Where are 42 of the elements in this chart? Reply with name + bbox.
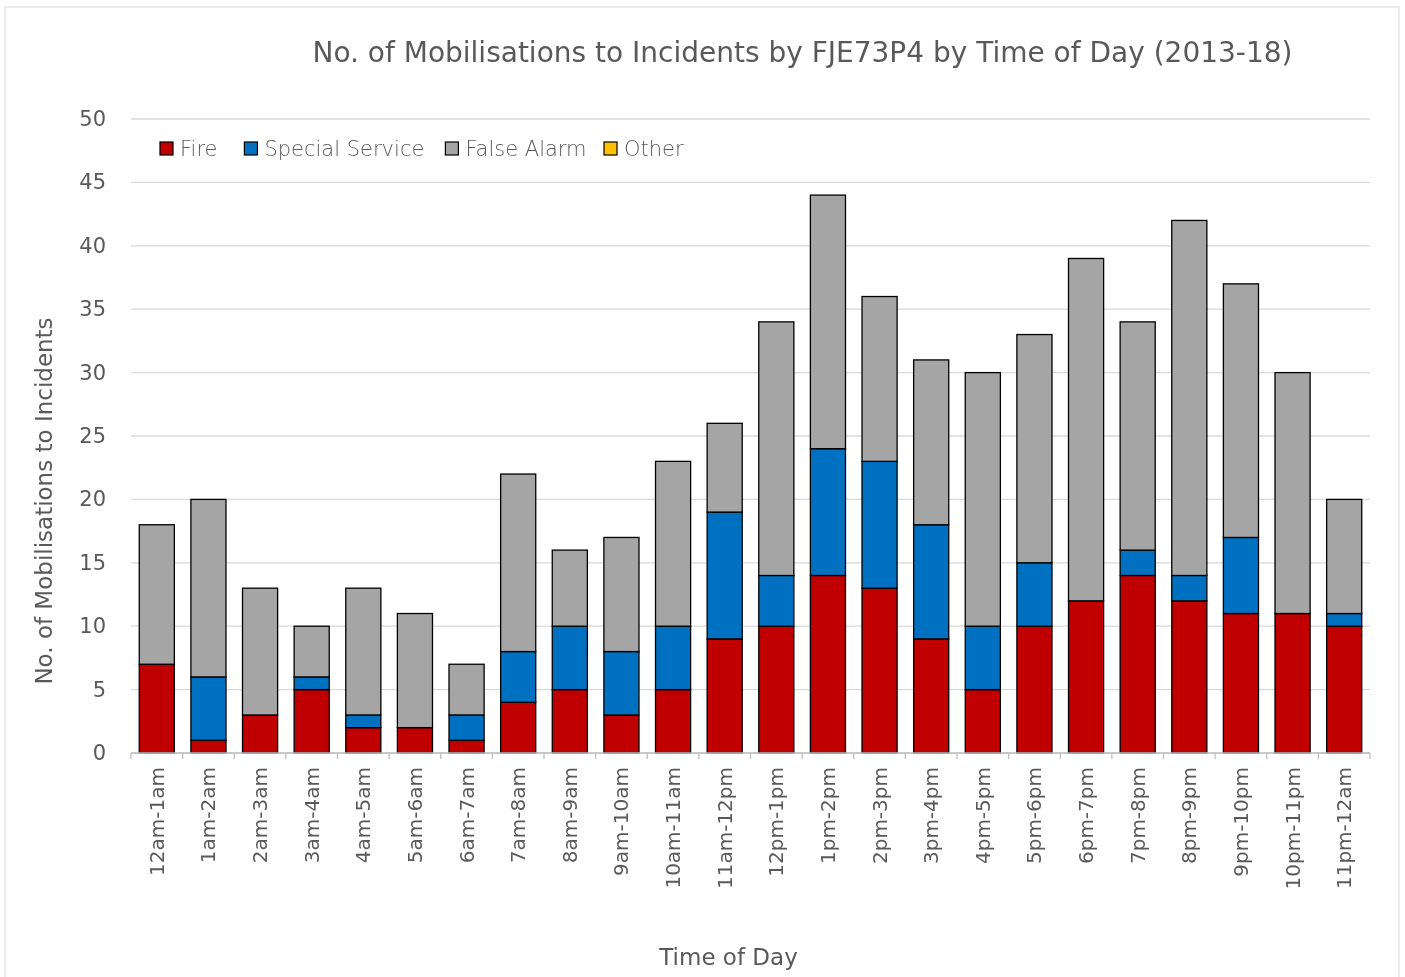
x-tick-label: 4pm-5pm [970,767,995,865]
x-tick-label: 10pm-11pm [1280,767,1305,890]
y-tick-label: 45 [79,170,106,195]
legend-label: Fire [180,137,218,161]
x-tick-label: 12pm-1pm [764,767,789,877]
x-tick-label: 8am-9am [557,767,582,864]
x-tick-label: 7pm-8pm [1125,767,1150,865]
y-tick-label: 5 [92,677,106,702]
x-tick-label: 1am-2am [196,767,221,864]
y-tick-label: 35 [79,297,106,322]
x-tick-label: 3pm-4pm [919,767,944,865]
x-tick-label: 7am-8am [506,767,531,864]
x-tick-label: 2pm-3pm [867,767,892,865]
x-tick-label: 2am-3am [248,767,273,864]
x-tick-label: 8pm-9pm [1177,767,1202,865]
y-tick-label: 15 [79,550,106,575]
y-tick-label: 25 [79,424,106,448]
x-tick-label: 6am-7am [454,767,479,864]
x-tick-label: 12am-1am [144,767,169,876]
x-tick-label: 11pm-12am [1332,767,1357,890]
x-tick-label: 5pm-6pm [1022,767,1047,865]
y-tick-label: 20 [79,487,106,512]
y-tick-label: 30 [79,360,106,385]
y-tick-label: 50 [79,107,106,131]
x-tick-label: 3am-4am [299,767,324,864]
x-tick-label: 11am-12pm [712,767,737,890]
x-tick-label: 6pm-7pm [1074,767,1099,865]
legend-label: Special Service [264,137,425,161]
y-tick-label: 10 [79,614,106,639]
legend-label: False Alarm [465,137,587,161]
x-tick-label: 5am-6am [402,767,427,864]
x-tick-label: 10am-11am [661,767,686,889]
chart-title: No. of Mobilisations to Incidents by FJE73P4 by Time of Day (2013-18) [312,35,1293,69]
y-tick-label: 0 [92,741,106,765]
x-tick-label: 9am-10am [609,767,634,876]
y-axis-title: No. of Mobilisations to Incidents [31,317,57,685]
legend-label: Other [624,137,684,161]
y-tick-label: 40 [79,233,106,258]
x-tick-label: 4am-5am [351,767,376,864]
x-tick-label: 1pm-2pm [815,767,840,865]
x-tick-label: 9pm-10pm [1228,767,1253,877]
x-axis-title: Time of Day [658,944,798,970]
